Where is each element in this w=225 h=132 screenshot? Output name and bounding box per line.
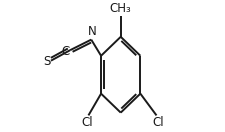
Text: S: S — [43, 55, 50, 68]
Text: N: N — [87, 25, 96, 37]
Text: Cl: Cl — [151, 116, 163, 129]
Text: Cl: Cl — [81, 116, 92, 129]
Text: C: C — [61, 45, 69, 58]
Text: CH₃: CH₃ — [109, 2, 131, 15]
